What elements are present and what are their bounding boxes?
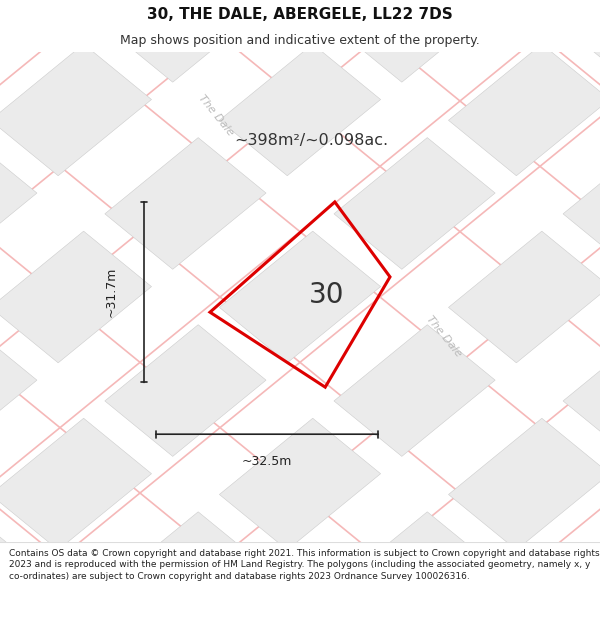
Polygon shape	[448, 418, 600, 550]
Polygon shape	[0, 138, 37, 269]
Polygon shape	[448, 231, 600, 363]
Polygon shape	[0, 231, 152, 363]
Text: ~398m²/~0.098ac.: ~398m²/~0.098ac.	[234, 132, 388, 148]
Polygon shape	[220, 418, 380, 550]
Polygon shape	[563, 512, 600, 625]
Polygon shape	[105, 138, 266, 269]
Polygon shape	[0, 512, 37, 625]
Text: Map shows position and indicative extent of the property.: Map shows position and indicative extent…	[120, 34, 480, 47]
Polygon shape	[334, 512, 495, 625]
Text: 30, THE DALE, ABERGELE, LL22 7DS: 30, THE DALE, ABERGELE, LL22 7DS	[147, 7, 453, 22]
Text: 30: 30	[309, 281, 345, 309]
Text: The Dale: The Dale	[424, 314, 464, 359]
Polygon shape	[563, 0, 600, 82]
Text: Contains OS data © Crown copyright and database right 2021. This information is : Contains OS data © Crown copyright and d…	[9, 549, 599, 581]
Polygon shape	[448, 606, 600, 625]
Polygon shape	[334, 325, 495, 456]
Polygon shape	[220, 231, 380, 363]
Text: The Dale: The Dale	[196, 93, 236, 138]
Polygon shape	[0, 325, 37, 456]
Polygon shape	[0, 418, 152, 550]
Polygon shape	[0, 0, 37, 82]
Polygon shape	[220, 606, 380, 625]
Polygon shape	[105, 512, 266, 625]
Polygon shape	[448, 44, 600, 176]
Polygon shape	[105, 325, 266, 456]
Polygon shape	[220, 44, 380, 176]
Polygon shape	[0, 44, 152, 176]
Text: ~32.5m: ~32.5m	[242, 454, 292, 468]
Polygon shape	[334, 0, 495, 82]
Text: ~31.7m: ~31.7m	[104, 267, 118, 318]
Polygon shape	[105, 0, 266, 82]
Polygon shape	[563, 138, 600, 269]
Polygon shape	[0, 606, 152, 625]
Polygon shape	[334, 138, 495, 269]
Polygon shape	[563, 325, 600, 456]
